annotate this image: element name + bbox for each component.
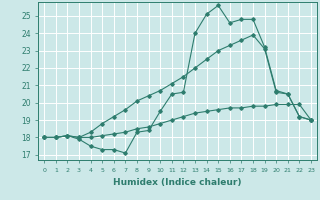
X-axis label: Humidex (Indice chaleur): Humidex (Indice chaleur) [113,178,242,187]
